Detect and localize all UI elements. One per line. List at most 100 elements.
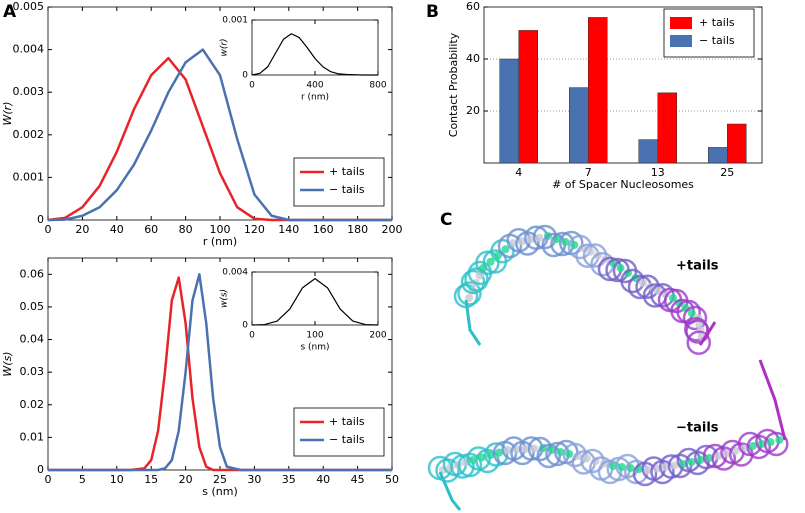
y-tick-label: 0.05 — [20, 300, 45, 313]
y-axis-label: w(r) — [220, 38, 230, 56]
panel-label: C — [440, 210, 452, 230]
x-tick-label: 120 — [244, 223, 265, 236]
x-tick-label: 25 — [213, 473, 227, 486]
y-tick-label: 0.002 — [13, 128, 45, 141]
histone — [469, 456, 477, 464]
data-line — [251, 278, 379, 326]
histone — [687, 309, 696, 317]
histone — [570, 241, 579, 249]
x-tick-label: 40 — [110, 223, 124, 236]
histone — [486, 257, 495, 266]
x-axis-label: r (nm) — [301, 93, 329, 103]
y-axis-label: Contact Probability — [447, 32, 460, 137]
histone — [475, 271, 484, 280]
y-tick-label: 0 — [242, 71, 248, 81]
x-tick-label: 13 — [651, 166, 665, 179]
x-tick-label: 100 — [210, 223, 231, 236]
linker — [464, 299, 482, 346]
x-tick-label: 80 — [179, 223, 193, 236]
y-tick-label: 0.003 — [13, 85, 45, 98]
x-tick-label: 45 — [351, 473, 365, 486]
x-tick-label: 0 — [249, 331, 255, 341]
histone — [521, 445, 530, 453]
y-tick-label: 0 — [242, 321, 248, 331]
y-axis-label: W(s) — [1, 351, 14, 376]
linker — [758, 359, 787, 441]
histone — [526, 235, 535, 244]
x-axis-label: r (nm) — [203, 235, 237, 248]
x-tick-label: 7 — [585, 166, 592, 179]
legend-label: − tails — [329, 433, 365, 446]
x-tick-label: 40 — [316, 473, 330, 486]
legend-label: + tails — [699, 16, 735, 29]
x-tick-label: 5 — [79, 473, 86, 486]
bar — [588, 17, 608, 164]
histone — [586, 247, 595, 256]
histone — [722, 449, 731, 458]
x-tick-label: 800 — [369, 81, 386, 91]
legend-label: − tails — [699, 34, 735, 47]
x-tick-label: 400 — [306, 81, 323, 91]
nucleosome — [764, 431, 789, 457]
y-tick-label: 0 — [37, 213, 44, 226]
legend-box — [293, 407, 385, 457]
structure-label: −tails — [676, 421, 719, 436]
panel-label: A — [3, 2, 17, 22]
legend-swatch — [670, 17, 692, 29]
nucleosome — [484, 442, 509, 467]
histone — [561, 238, 570, 246]
y-tick-label: 20 — [466, 104, 480, 117]
data-line — [48, 273, 392, 472]
y-axis-label: w(s) — [220, 289, 230, 308]
panel-label: B — [426, 2, 439, 22]
histone — [644, 466, 652, 474]
histone — [565, 450, 574, 458]
y-tick-label: 0.004 — [13, 43, 45, 56]
x-tick-label: 0 — [249, 81, 255, 91]
histone — [582, 454, 591, 463]
nucleosome — [536, 443, 561, 469]
x-tick-label: 200 — [369, 331, 386, 341]
linker — [438, 471, 462, 511]
x-tick-label: 20 — [75, 223, 89, 236]
bar — [727, 123, 747, 164]
histone — [512, 445, 521, 454]
histone — [696, 456, 705, 464]
histone — [654, 286, 662, 295]
x-tick-label: 140 — [278, 223, 299, 236]
y-tick-label: 0.001 — [13, 170, 45, 183]
histone — [535, 233, 544, 242]
legend-label: + tails — [329, 165, 365, 178]
data-line — [251, 33, 378, 76]
y-tick-label: 0.01 — [20, 430, 45, 443]
x-tick-label: 160 — [313, 223, 334, 236]
histone — [501, 245, 510, 254]
data-line — [48, 276, 392, 472]
x-tick-label: 60 — [144, 223, 158, 236]
histone — [749, 442, 757, 450]
histone — [766, 438, 775, 446]
histone — [477, 453, 486, 462]
bar — [708, 147, 728, 164]
y-tick-label: 0.001 — [222, 16, 248, 26]
histone — [495, 448, 504, 457]
histone — [504, 446, 512, 454]
x-tick-label: 0 — [45, 473, 52, 486]
structure-label: +tails — [676, 259, 719, 274]
histone — [714, 452, 722, 460]
legend-label: + tails — [329, 415, 365, 428]
data-line — [47, 56, 392, 222]
legend-label: − tails — [329, 183, 365, 196]
histone — [652, 464, 661, 473]
x-tick-label: 25 — [720, 166, 734, 179]
nucleosome — [686, 330, 711, 355]
x-tick-label: 35 — [282, 473, 296, 486]
linker — [698, 321, 717, 346]
x-tick-label: 10 — [110, 473, 124, 486]
nucleosome — [682, 305, 708, 331]
x-tick-label: 100 — [306, 331, 323, 341]
y-tick-label: 60 — [466, 0, 480, 13]
histone — [775, 436, 784, 444]
legend-box — [293, 157, 385, 207]
nucleosome — [435, 458, 460, 483]
